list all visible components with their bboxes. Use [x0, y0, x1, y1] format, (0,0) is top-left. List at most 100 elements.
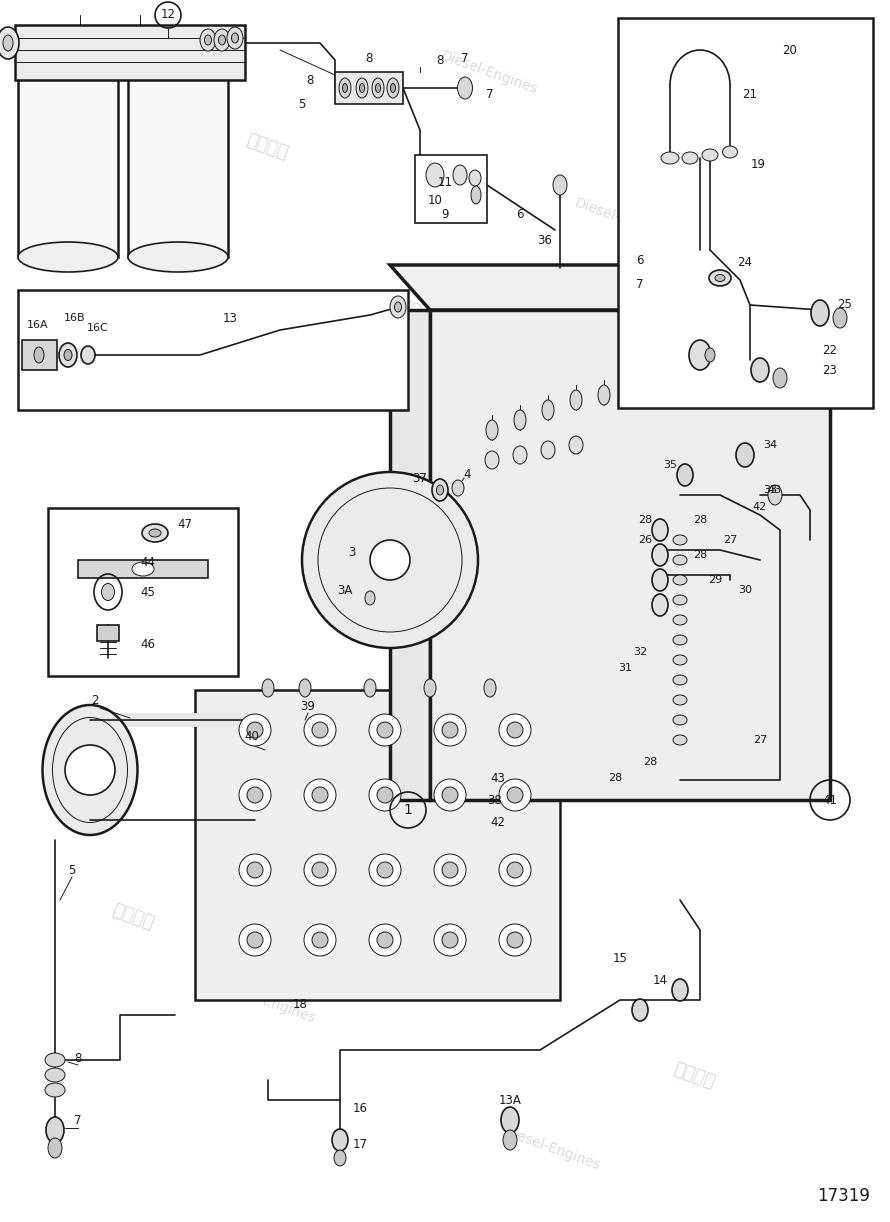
Ellipse shape [426, 163, 444, 187]
Text: 44: 44 [141, 556, 156, 569]
Bar [97, 624, 119, 642]
Ellipse shape [673, 576, 687, 585]
Ellipse shape [101, 583, 115, 600]
Ellipse shape [231, 33, 239, 43]
Bar [18, 290, 408, 411]
Ellipse shape [334, 1150, 346, 1166]
Ellipse shape [702, 149, 718, 161]
Text: 47: 47 [177, 518, 192, 532]
Ellipse shape [34, 347, 44, 363]
Ellipse shape [432, 479, 448, 501]
Circle shape [239, 854, 271, 886]
Text: 19: 19 [750, 159, 765, 171]
Circle shape [442, 862, 458, 877]
Text: 4: 4 [464, 468, 471, 480]
Text: 8: 8 [74, 1051, 82, 1064]
Text: 30: 30 [738, 585, 752, 595]
Text: 42: 42 [753, 502, 767, 512]
Text: 16A: 16A [28, 320, 49, 330]
Ellipse shape [46, 1117, 64, 1143]
Ellipse shape [673, 635, 687, 645]
Ellipse shape [673, 595, 687, 605]
Ellipse shape [661, 152, 679, 164]
Ellipse shape [485, 451, 499, 469]
Text: 14: 14 [652, 974, 668, 986]
Text: 7: 7 [486, 88, 494, 101]
Circle shape [377, 722, 393, 738]
Ellipse shape [705, 348, 715, 362]
Circle shape [499, 924, 531, 956]
Text: Diesel-Engines: Diesel-Engines [501, 1124, 603, 1173]
Text: Diesel-Engines: Diesel-Engines [172, 367, 273, 415]
Ellipse shape [128, 46, 228, 77]
Ellipse shape [48, 1138, 62, 1158]
Text: 24: 24 [738, 257, 753, 270]
Ellipse shape [142, 524, 168, 543]
Bar [128, 62, 228, 257]
Text: 柴发动力: 柴发动力 [333, 754, 379, 786]
Ellipse shape [45, 1083, 65, 1097]
Text: Diesel-Engines: Diesel-Engines [216, 978, 318, 1026]
Text: 16C: 16C [87, 323, 109, 334]
Ellipse shape [59, 343, 77, 367]
Ellipse shape [200, 29, 216, 51]
Circle shape [370, 540, 410, 580]
Circle shape [507, 787, 523, 803]
Circle shape [369, 924, 401, 956]
Text: 10: 10 [427, 193, 442, 207]
Circle shape [312, 932, 328, 948]
Text: 41: 41 [822, 793, 837, 807]
Ellipse shape [214, 29, 230, 51]
Ellipse shape [541, 441, 555, 459]
Text: 34: 34 [763, 440, 777, 450]
Ellipse shape [773, 368, 787, 389]
Ellipse shape [715, 275, 725, 281]
Circle shape [499, 854, 531, 886]
Ellipse shape [503, 1130, 517, 1150]
Text: 21: 21 [742, 88, 757, 101]
Polygon shape [195, 690, 560, 1000]
Text: 柴发动力: 柴发动力 [110, 901, 157, 932]
Circle shape [247, 862, 263, 877]
Text: 5: 5 [69, 864, 76, 876]
Polygon shape [430, 310, 830, 800]
Ellipse shape [149, 529, 161, 536]
Text: 20: 20 [782, 44, 797, 56]
Ellipse shape [652, 544, 668, 566]
Ellipse shape [673, 555, 687, 565]
Bar [415, 155, 487, 222]
Text: 43: 43 [490, 771, 506, 785]
Text: 29: 29 [708, 576, 722, 585]
Ellipse shape [394, 302, 401, 312]
Text: 8: 8 [436, 54, 444, 66]
Bar [22, 340, 57, 370]
Ellipse shape [132, 562, 154, 576]
Text: 15: 15 [612, 952, 627, 964]
Text: 23: 23 [822, 363, 837, 376]
Text: 27: 27 [753, 734, 767, 745]
Ellipse shape [654, 371, 666, 392]
Text: 31: 31 [618, 664, 632, 673]
Ellipse shape [453, 165, 467, 185]
Ellipse shape [553, 175, 567, 196]
Ellipse shape [673, 535, 687, 545]
Circle shape [507, 862, 523, 877]
Text: 40: 40 [245, 731, 260, 743]
Ellipse shape [81, 346, 95, 364]
Bar [48, 508, 238, 676]
Circle shape [442, 787, 458, 803]
Ellipse shape [833, 308, 847, 327]
Text: 1: 1 [403, 803, 412, 818]
Ellipse shape [542, 400, 554, 420]
Circle shape [434, 924, 466, 956]
Ellipse shape [626, 378, 638, 398]
Circle shape [312, 722, 328, 738]
Ellipse shape [424, 679, 436, 697]
Ellipse shape [356, 78, 368, 98]
Text: 25: 25 [837, 298, 853, 312]
Text: 46: 46 [141, 639, 156, 651]
Ellipse shape [3, 35, 13, 51]
Text: 5: 5 [298, 99, 305, 111]
Ellipse shape [457, 77, 473, 99]
Text: Diesel-Engines: Diesel-Engines [590, 672, 692, 721]
